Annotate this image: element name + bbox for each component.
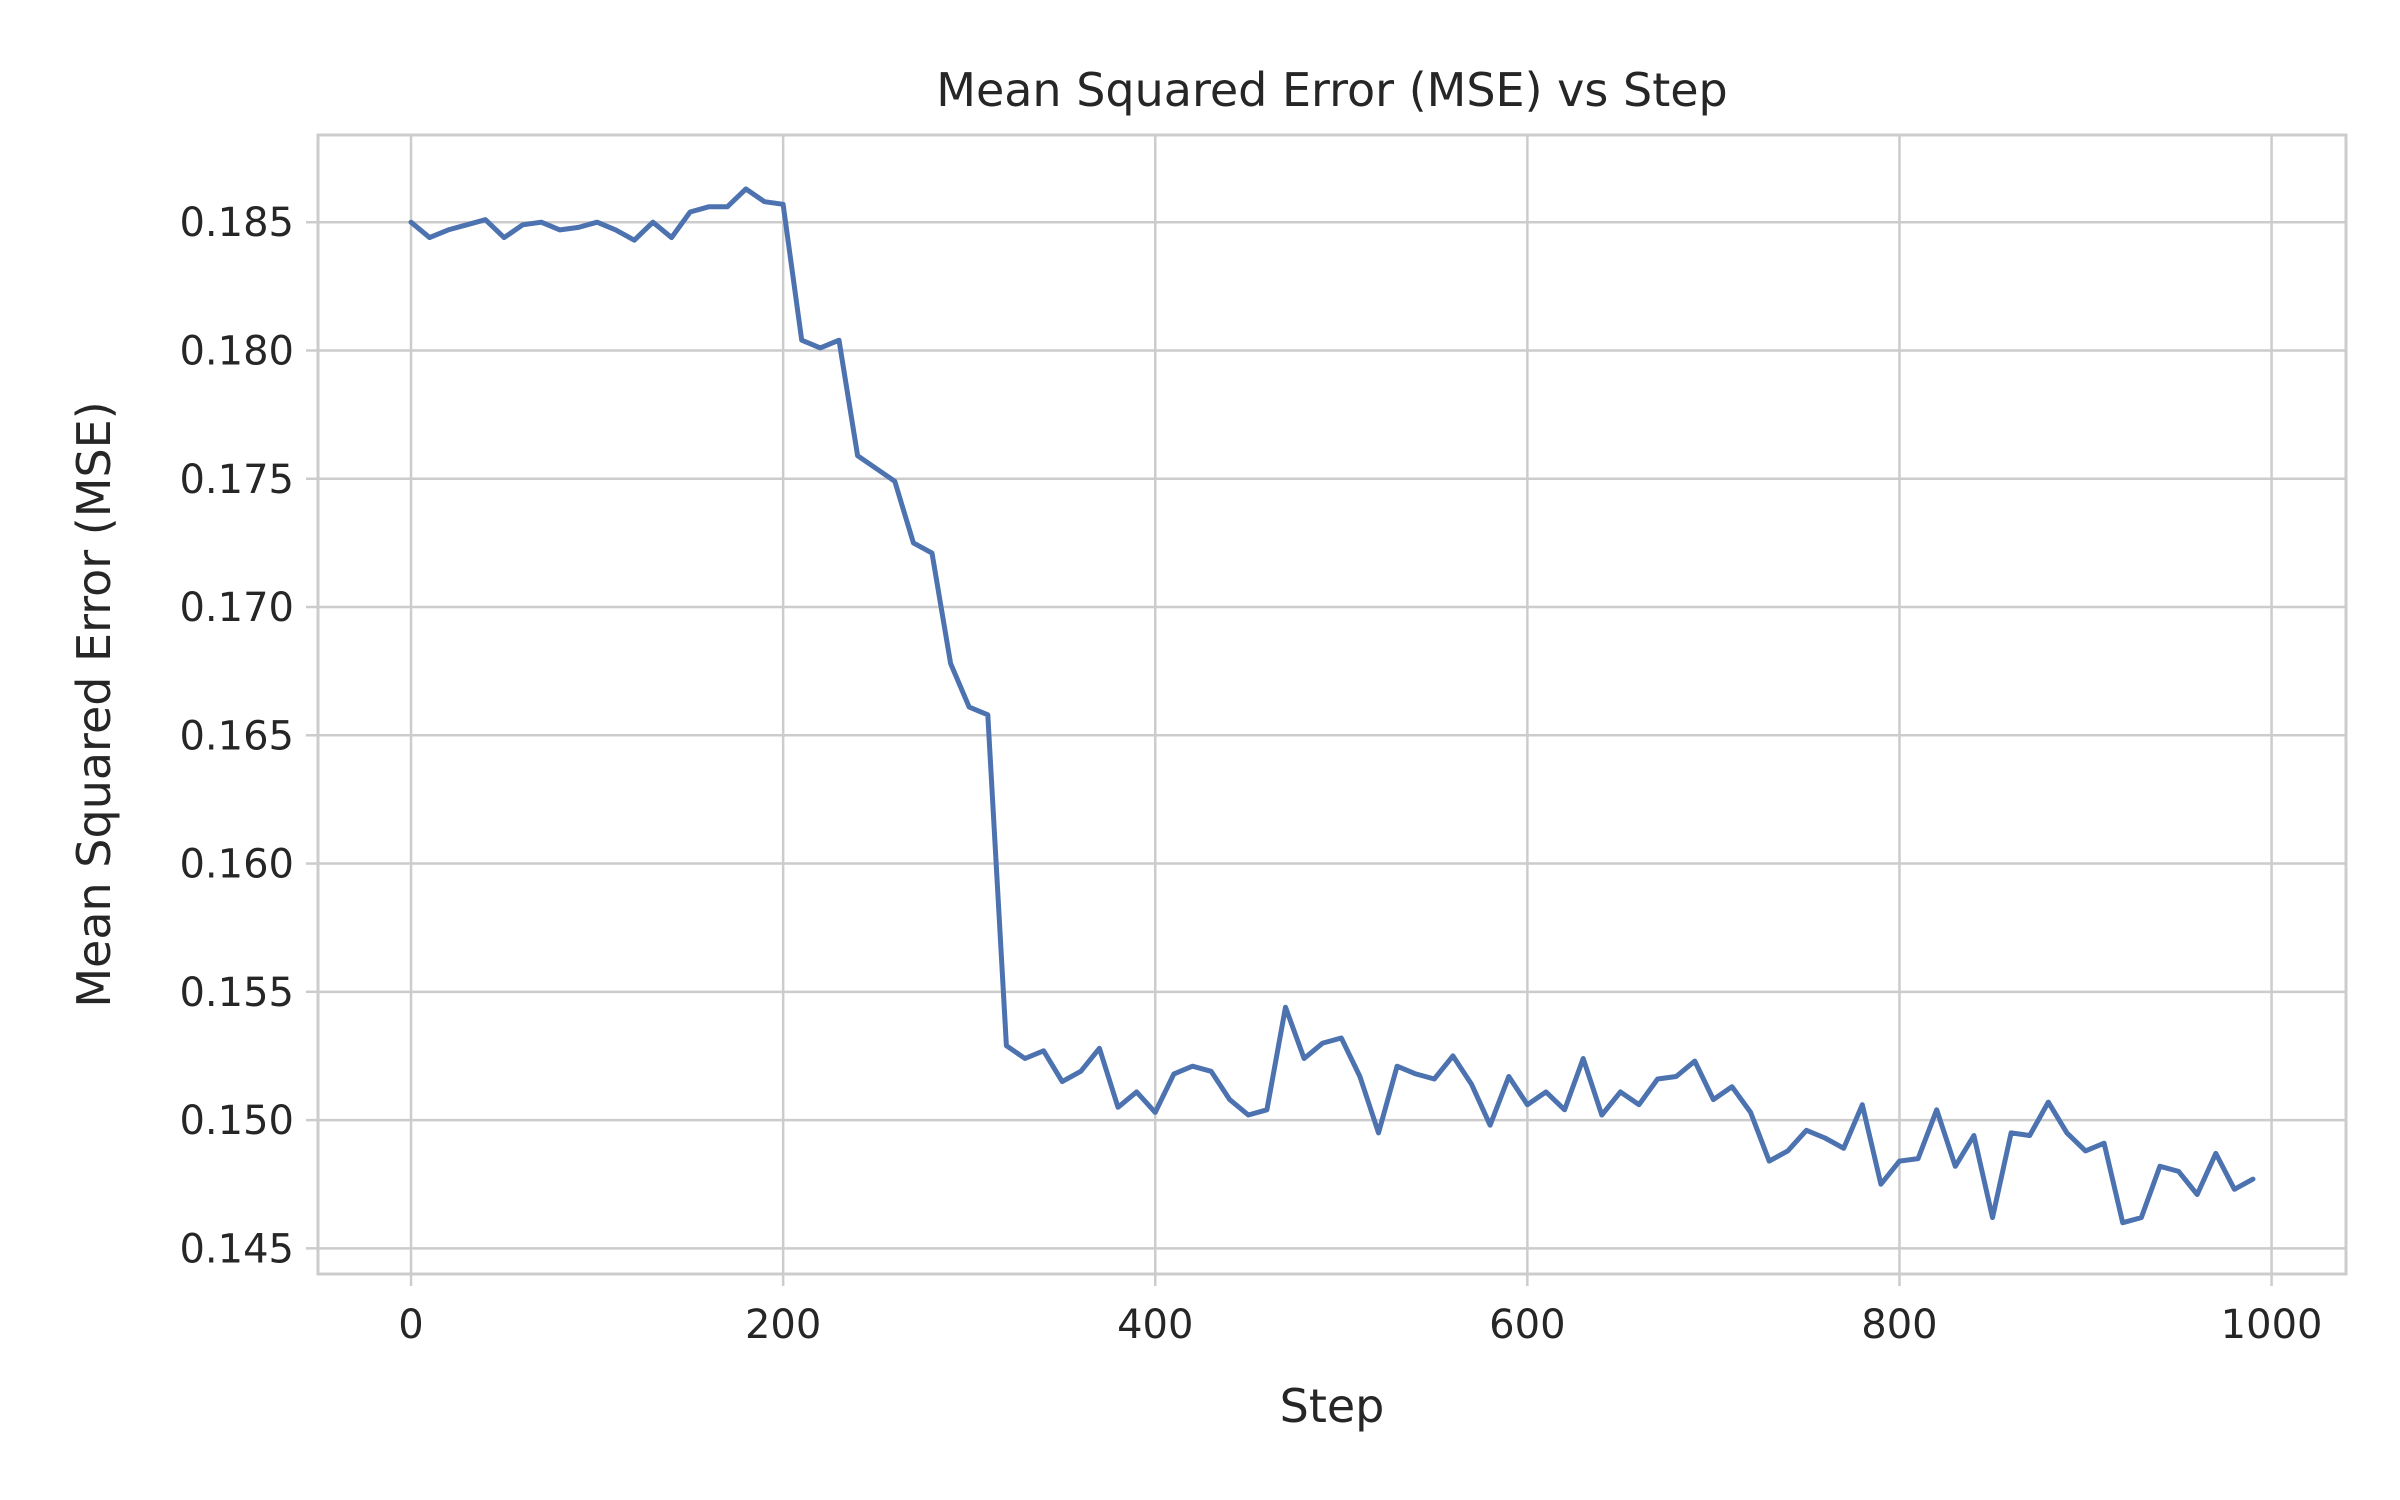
x-tick-label: 1000 bbox=[2221, 1302, 2323, 1348]
plot-frame bbox=[316, 133, 2348, 1276]
x-tick-label: 0 bbox=[398, 1302, 423, 1348]
x-axis-label: Step bbox=[1280, 1379, 1385, 1433]
y-tick-label: 0.180 bbox=[179, 328, 294, 374]
y-tick-label: 0.145 bbox=[179, 1226, 294, 1272]
y-tick-label: 0.170 bbox=[179, 585, 294, 631]
x-tick-label: 200 bbox=[745, 1302, 821, 1348]
y-tick-label: 0.160 bbox=[179, 842, 294, 888]
y-tick-label: 0.185 bbox=[179, 200, 294, 246]
x-tick-label: 400 bbox=[1117, 1302, 1193, 1348]
axis-ticks: 0 200 400 600 800 1000 0.145 0.150 0.155 0.160 0.1… bbox=[179, 200, 2322, 1348]
grid bbox=[318, 135, 2346, 1274]
mse-series-line bbox=[408, 186, 2256, 1226]
y-tick-label: 0.165 bbox=[179, 713, 294, 759]
y-tick-label: 0.175 bbox=[179, 457, 294, 503]
y-tick-label: 0.150 bbox=[179, 1098, 294, 1144]
y-tick-label: 0.155 bbox=[179, 970, 294, 1016]
y-axis-label: Mean Squared Error (MSE) bbox=[67, 401, 121, 1007]
chart-title: Mean Squared Error (MSE) vs Step bbox=[936, 63, 1727, 117]
x-tick-label: 800 bbox=[1861, 1302, 1937, 1348]
x-tick-label: 600 bbox=[1489, 1302, 1565, 1348]
